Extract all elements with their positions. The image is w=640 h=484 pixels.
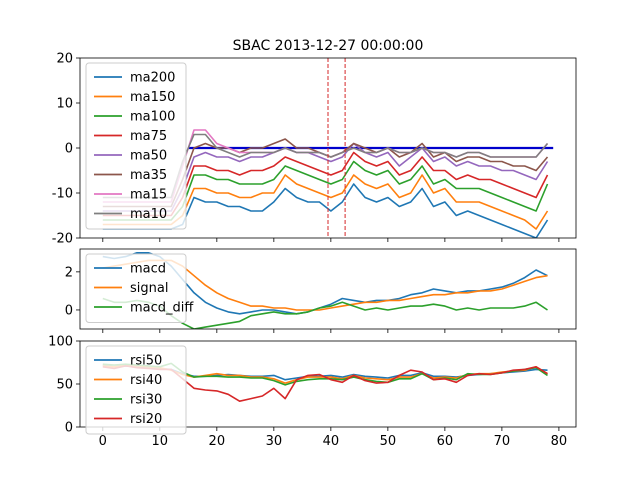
y-tick-label: -10 <box>52 187 73 202</box>
legend-label: ma100 <box>130 110 175 125</box>
legend-label: rsi50 <box>130 354 162 369</box>
legend-label: rsi40 <box>130 373 162 388</box>
x-tick-label: 40 <box>323 434 340 449</box>
legend-box <box>85 62 187 230</box>
legend-label: ma200 <box>130 71 175 86</box>
x-tick-label: 20 <box>209 434 226 449</box>
legend-label: rsi20 <box>130 412 162 427</box>
legend-label: ma75 <box>130 129 167 144</box>
x-tick-label: 50 <box>380 434 397 449</box>
panel-macd: 0 2 macd signal macd_diff <box>65 248 577 333</box>
legend-label: ma150 <box>130 90 175 105</box>
legend-label: ma15 <box>130 188 167 203</box>
legend-box <box>85 253 187 323</box>
y-tick-label: 20 <box>56 52 73 67</box>
x-tick-label: 0 <box>99 434 107 449</box>
panel-moving-averages: -20-1001020ma200ma150ma100ma75ma50ma35ma… <box>52 52 577 247</box>
y-tick-label: 10 <box>56 97 73 112</box>
legend: rsi50 rsi40 rsi30 rsi20 <box>85 345 187 435</box>
legend-label: macd_diff <box>130 301 194 316</box>
x-tick-label: 70 <box>494 434 511 449</box>
y-tick-label: 100 <box>48 335 73 350</box>
x-tick-label: 10 <box>152 434 169 449</box>
legend-box <box>85 345 187 435</box>
axes-frame <box>79 57 577 239</box>
chart-title: SBAC 2013-12-27 00:00:00 <box>233 38 424 54</box>
x-tick-label: 80 <box>551 434 568 449</box>
legend: macd signal macd_diff <box>85 253 194 323</box>
x-tick-label: 30 <box>266 434 283 449</box>
legend-label: ma10 <box>130 207 167 222</box>
y-tick-label: 0 <box>65 142 73 157</box>
axes-frame <box>79 248 577 330</box>
legend-label: rsi30 <box>130 393 162 408</box>
axes-frame <box>79 340 577 428</box>
y-tick-label: 2 <box>65 265 73 280</box>
y-tick-label: 0 <box>65 303 73 318</box>
legend-label: macd <box>130 262 166 277</box>
legend-label: ma35 <box>130 168 167 183</box>
y-tick-label: -20 <box>52 232 73 247</box>
legend: ma200 ma150 ma100 ma75 ma50 ma35 ma15 ma10 <box>85 62 187 230</box>
x-tick-label: 60 <box>437 434 454 449</box>
legend-label: signal <box>130 281 168 296</box>
y-tick-label: 50 <box>56 378 73 393</box>
legend-label: ma50 <box>130 149 167 164</box>
y-tick-label: 0 <box>65 421 73 436</box>
